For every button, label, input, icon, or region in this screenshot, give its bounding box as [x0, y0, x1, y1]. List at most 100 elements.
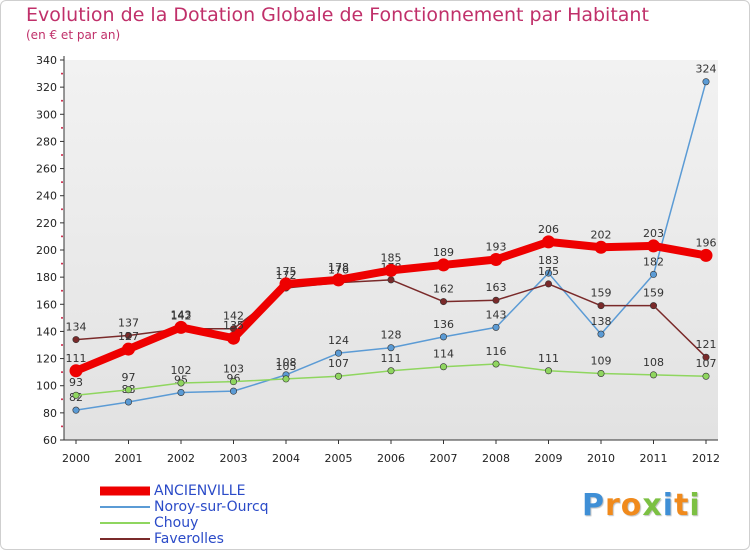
data-label-ancienville: 178	[328, 261, 349, 274]
data-point-chouy	[230, 378, 238, 386]
data-label-noroy-sur-ourcq: 108	[276, 356, 297, 369]
data-label-chouy: 114	[433, 348, 454, 361]
data-label-chouy: 107	[328, 357, 349, 370]
y-minor-dot	[61, 262, 63, 265]
data-point-noroy-sur-ourcq	[125, 398, 133, 406]
data-label-faverolles: 134	[66, 321, 87, 334]
y-tick-label: 180	[36, 271, 57, 284]
data-point-ancienville	[594, 240, 608, 254]
data-point-ancienville	[489, 253, 503, 266]
data-label-faverolles: 175	[538, 265, 559, 278]
legend-label: Chouy	[154, 515, 199, 531]
data-point-faverolles	[492, 296, 500, 304]
chart-title: Evolution de la Dotation Globale de Fonc…	[26, 4, 649, 26]
data-point-chouy	[387, 367, 395, 375]
legend-label: Noroy-sur-Ourcq	[154, 499, 269, 515]
data-point-faverolles	[439, 298, 447, 306]
data-label-chouy: 108	[643, 356, 664, 369]
data-label-noroy-sur-ourcq: 138	[591, 315, 612, 328]
data-label-chouy: 111	[538, 352, 559, 365]
x-tick-label: 2010	[587, 452, 615, 465]
data-point-ancienville	[437, 258, 450, 272]
data-point-faverolles	[125, 331, 133, 339]
data-label-ancienville: 189	[433, 246, 454, 259]
data-point-ancienville	[122, 342, 135, 356]
y-minor-dot	[61, 235, 63, 238]
y-minor-dot	[61, 289, 63, 292]
data-label-noroy-sur-ourcq: 124	[328, 334, 349, 347]
data-point-noroy-sur-ourcq	[387, 344, 395, 352]
data-point-noroy-sur-ourcq	[649, 270, 657, 278]
data-point-noroy-sur-ourcq	[702, 78, 710, 86]
y-tick-label: 160	[36, 298, 57, 311]
data-label-chouy: 105	[276, 360, 297, 373]
y-tick-label: 100	[36, 380, 57, 393]
x-tick-label: 2007	[430, 452, 458, 465]
y-minor-dot	[61, 316, 63, 319]
data-label-chouy: 93	[69, 376, 83, 389]
y-tick-label: 200	[36, 244, 57, 257]
data-label-noroy-sur-ourcq: 136	[433, 318, 454, 331]
data-point-chouy	[72, 391, 80, 399]
data-label-faverolles: 176	[328, 264, 349, 277]
data-point-noroy-sur-ourcq	[334, 349, 342, 357]
data-label-faverolles: 162	[433, 283, 454, 296]
x-tick-label: 2002	[167, 452, 195, 465]
y-tick-label: 60	[43, 434, 57, 447]
y-minor-dot	[61, 208, 63, 211]
x-tick-label: 2009	[535, 452, 563, 465]
data-label-noroy-sur-ourcq: 324	[696, 63, 717, 76]
logo-letter: r	[605, 488, 621, 523]
y-tick-label: 320	[36, 81, 57, 94]
y-tick-label: 240	[36, 190, 57, 203]
data-label-faverolles: 172	[276, 269, 297, 282]
y-minor-dot	[61, 72, 63, 75]
legend-label: Faverolles	[154, 531, 224, 547]
data-point-noroy-sur-ourcq	[597, 330, 605, 338]
data-point-ancienville	[542, 235, 555, 249]
data-point-ancienville	[279, 277, 293, 291]
data-point-chouy	[492, 360, 500, 368]
data-label-chouy: 109	[591, 355, 612, 368]
data-label-noroy-sur-ourcq: 143	[486, 308, 507, 321]
data-point-ancienville	[384, 263, 398, 277]
y-tick-label: 140	[36, 325, 57, 338]
y-tick-label: 80	[43, 407, 57, 420]
x-tick-label: 2012	[692, 452, 720, 465]
data-label-faverolles: 159	[591, 287, 612, 300]
y-minor-dot	[61, 99, 63, 102]
legend-swatch	[100, 522, 150, 524]
logo-letter: x	[642, 488, 663, 523]
data-point-chouy	[439, 363, 447, 371]
data-point-noroy-sur-ourcq	[439, 333, 447, 341]
line-chart: 60 80 100 120 140 160 180 200 220 240 260 280 300 320…	[36, 54, 720, 465]
x-tick-label: 2006	[377, 452, 405, 465]
data-label-ancienville: 203	[643, 227, 664, 240]
logo-letter: i	[662, 488, 675, 523]
data-label-ancienville: 206	[538, 223, 559, 236]
data-label-faverolles: 137	[118, 317, 139, 330]
data-label-noroy-sur-ourcq: 182	[643, 255, 664, 268]
data-label-ancienville: 202	[591, 228, 612, 241]
data-point-faverolles	[544, 280, 552, 288]
data-label-ancienville: 193	[486, 241, 507, 254]
y-tick-label: 300	[36, 108, 57, 121]
data-label-chouy: 103	[223, 363, 244, 376]
y-minor-dot	[61, 181, 63, 184]
x-tick-label: 2003	[220, 452, 248, 465]
y-minor-dot	[61, 398, 63, 401]
data-label-chouy: 111	[381, 352, 402, 365]
data-point-ancienville	[174, 320, 188, 334]
data-label-faverolles: 163	[486, 281, 507, 294]
data-label-ancienville: 175	[276, 265, 297, 278]
data-label-ancienville: 111	[66, 352, 87, 365]
data-point-faverolles	[387, 276, 395, 284]
legend-swatch	[100, 506, 150, 508]
data-point-faverolles	[649, 302, 657, 310]
logo-letter: i	[689, 488, 701, 523]
y-tick-label: 120	[36, 353, 57, 366]
data-point-ancienville	[332, 273, 345, 287]
data-label-ancienville: 143	[171, 308, 192, 321]
logo-letter: t	[674, 488, 690, 523]
x-tick-label: 2004	[272, 452, 300, 465]
